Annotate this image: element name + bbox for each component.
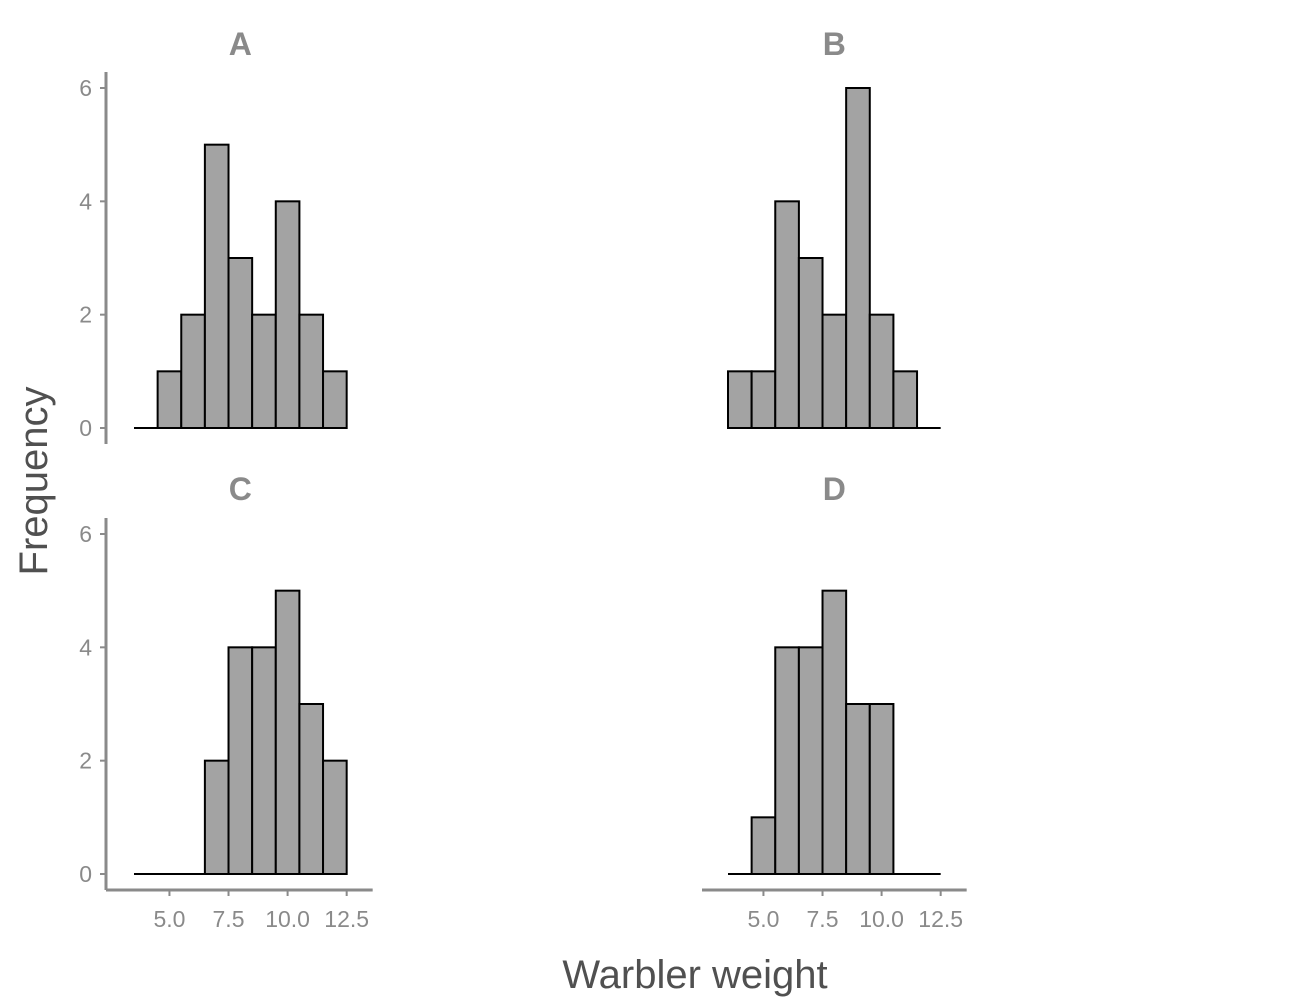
- y-tick-label: 4: [79, 634, 92, 660]
- histogram-bar: [821, 313, 848, 429]
- y-tick-label: 6: [79, 75, 92, 101]
- x-tick-label: 5.0: [153, 906, 185, 932]
- panel-a: A: [134, 26, 348, 430]
- x-axis-col-1: 5.0 7.5 10.0 12.5: [106, 888, 373, 932]
- y-tick-label: 2: [79, 748, 92, 774]
- panel-b: B: [727, 26, 941, 430]
- histogram-bar: [180, 313, 206, 429]
- histogram-bar: [203, 759, 230, 876]
- panel-title: B: [823, 26, 846, 62]
- y-tick-label: 0: [79, 861, 92, 887]
- axes-layer: 0 2 4 6 0 2 4 6 5.0 7.5 10.0 12.5 5.0 7.5 10.0 12.5: [79, 72, 967, 932]
- panels-layer: A B C D: [134, 26, 941, 876]
- x-axis-title: Warbler weight: [562, 953, 827, 997]
- y-tick-label: 2: [79, 302, 92, 328]
- x-axis-col-2: 5.0 7.5 10.0 12.5: [702, 888, 967, 932]
- histogram-bar: [274, 589, 301, 876]
- histogram-bar: [298, 313, 325, 429]
- histogram-bar: [821, 589, 848, 876]
- histogram-bar: [251, 646, 277, 875]
- histogram-bar: [322, 759, 348, 876]
- panel-title: A: [229, 26, 252, 62]
- x-tick-label: 5.0: [747, 906, 779, 932]
- histogram-bar: [727, 370, 753, 430]
- x-tick-label: 12.5: [324, 906, 369, 932]
- histogram-bar: [274, 200, 301, 429]
- histogram-bar: [892, 370, 919, 430]
- histogram-bar: [203, 143, 230, 430]
- histogram-bar: [774, 200, 800, 429]
- histogram-bar: [750, 370, 777, 430]
- x-tick-label: 7.5: [213, 906, 245, 932]
- x-tick-label: 10.0: [265, 906, 310, 932]
- panel-d: D: [728, 471, 941, 876]
- histogram-bar: [845, 703, 871, 875]
- histogram-bar: [227, 257, 254, 429]
- panel-title: D: [823, 471, 846, 507]
- histogram-bar: [298, 703, 325, 875]
- histogram-bar: [797, 257, 824, 429]
- x-tick-label: 12.5: [918, 906, 963, 932]
- histogram-bar: [251, 313, 277, 429]
- histogram-bar: [797, 646, 824, 875]
- y-axis-title: Frequency: [12, 387, 56, 576]
- x-tick-label: 7.5: [807, 906, 839, 932]
- y-axis-row-1: 0 2 4 6: [79, 72, 108, 444]
- y-tick-label: 0: [79, 415, 92, 441]
- y-tick-label: 6: [79, 521, 92, 547]
- y-tick-label: 4: [79, 188, 92, 214]
- histogram-bar: [750, 816, 777, 875]
- histogram-bar: [845, 87, 871, 429]
- x-tick-label: 10.0: [859, 906, 904, 932]
- histogram-bar: [322, 370, 348, 430]
- histogram-bar: [868, 703, 895, 875]
- panel-c: C: [134, 471, 348, 876]
- histogram-bar: [774, 646, 800, 875]
- panel-title: C: [229, 471, 252, 507]
- histogram-bar: [868, 313, 895, 429]
- histogram-bar: [227, 646, 254, 875]
- y-axis-row-2: 0 2 4 6: [79, 518, 108, 890]
- histogram-bar: [156, 370, 183, 430]
